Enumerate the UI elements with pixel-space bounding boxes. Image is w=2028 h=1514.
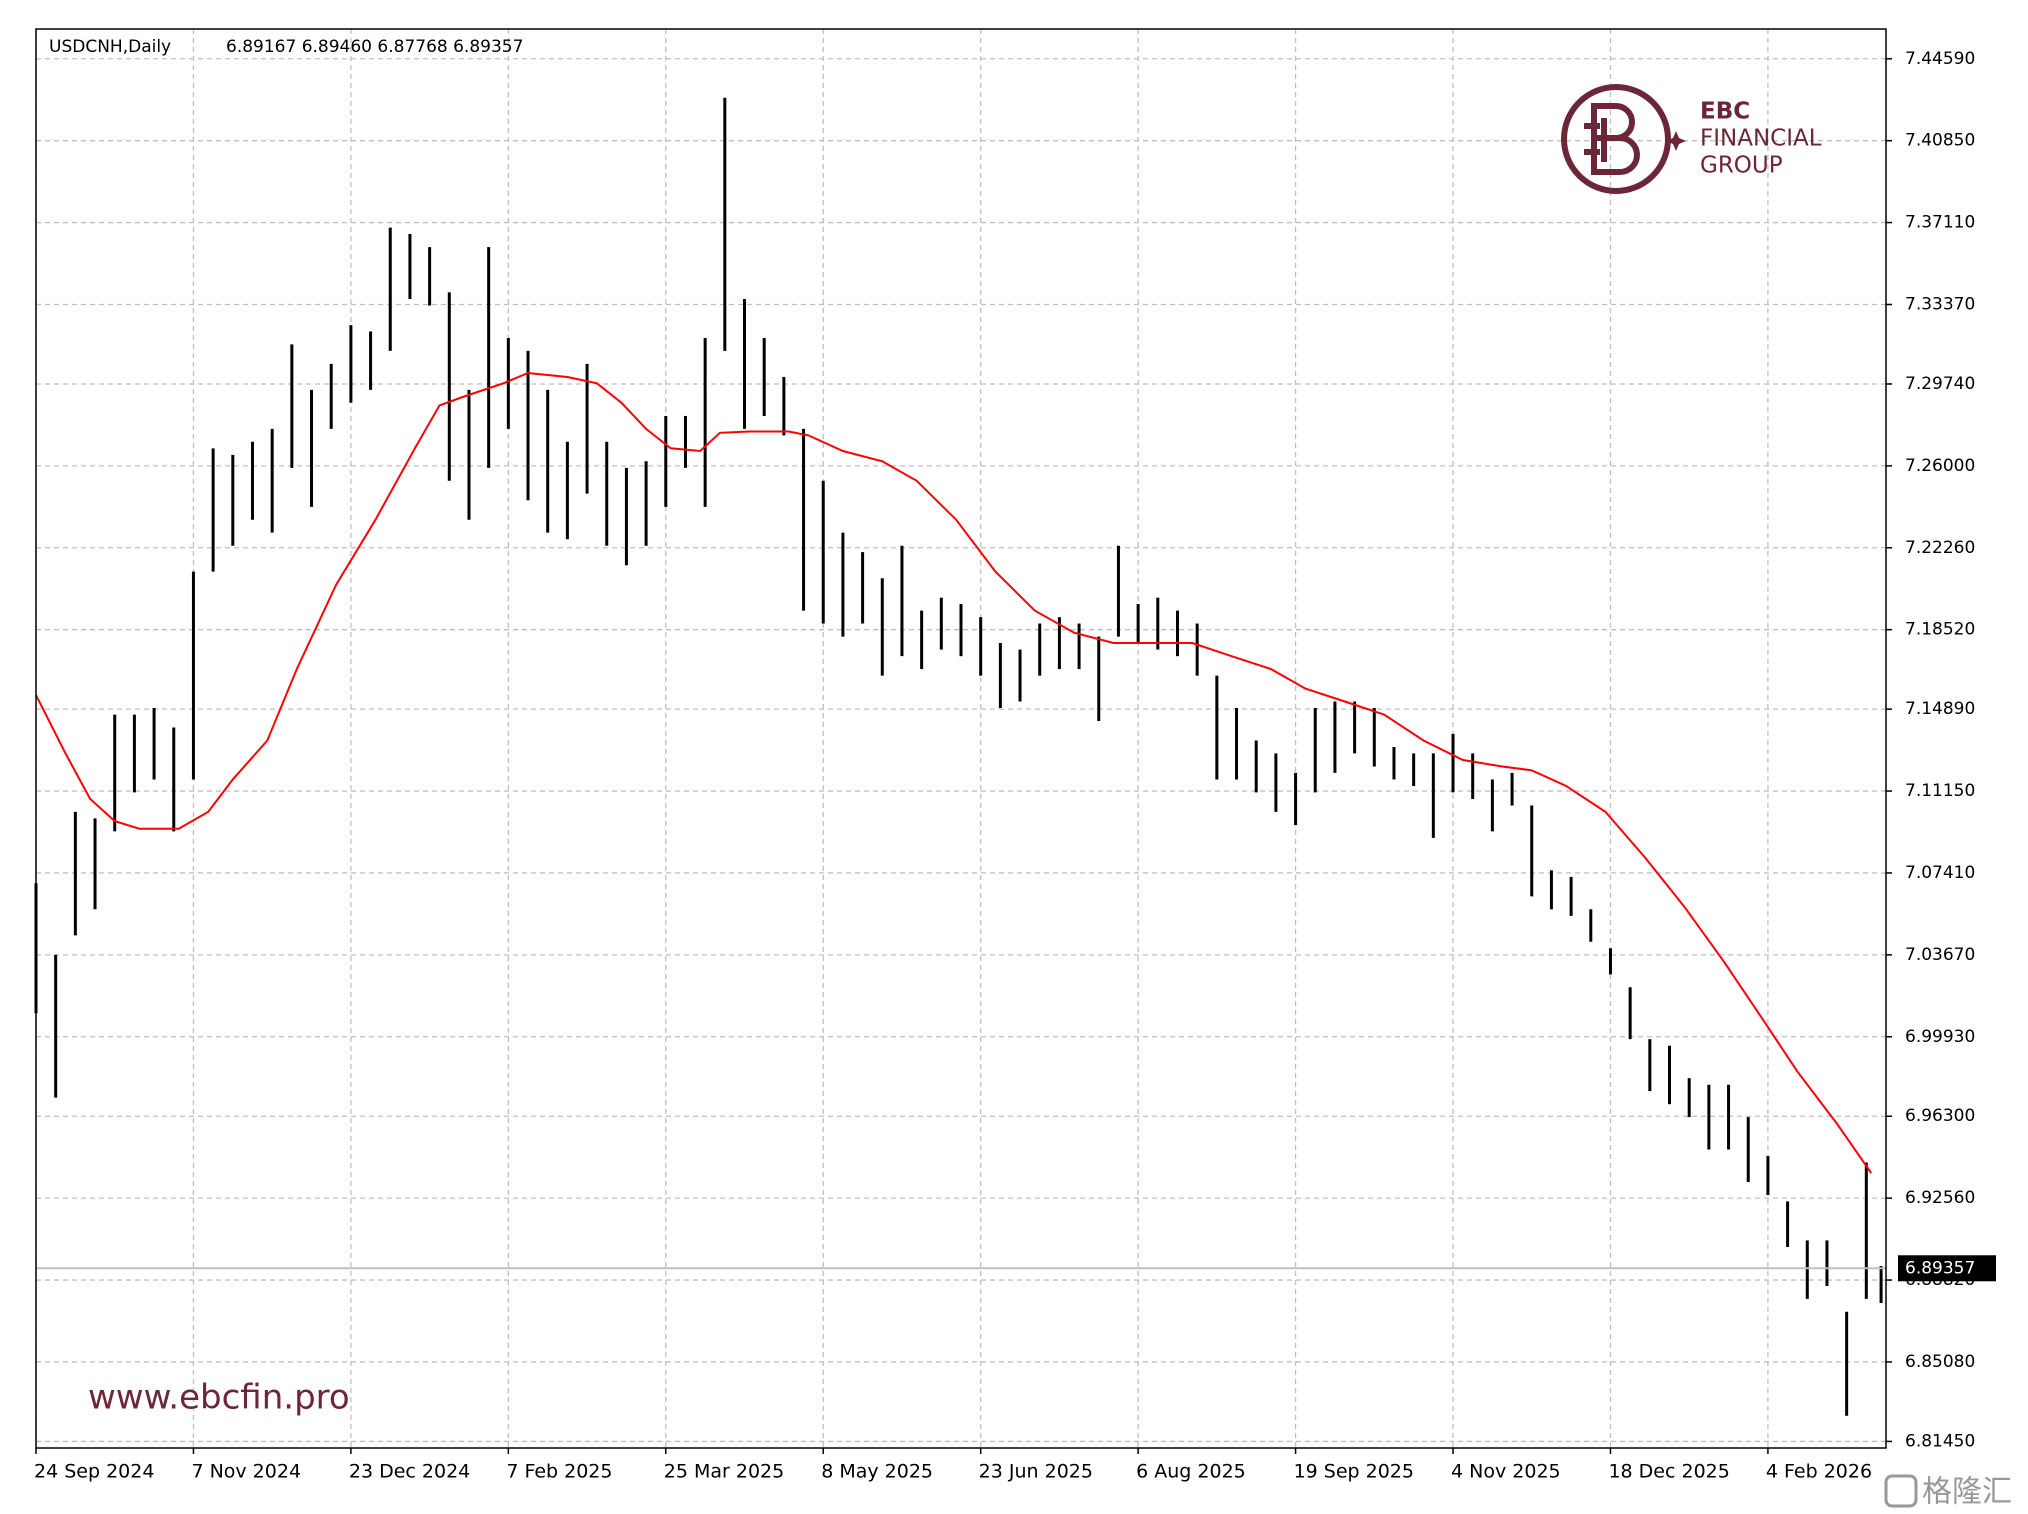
x-tick-label: 7 Nov 2024 [191, 1461, 301, 1483]
data-layer [34, 97, 1886, 1416]
y-tick-label: 7.29740 [1905, 374, 1975, 394]
watermark-text: 格隆汇 [1922, 1475, 2012, 1510]
x-tick-label: 25 Mar 2025 [664, 1461, 784, 1483]
x-tick-label: 4 Nov 2025 [1451, 1461, 1561, 1483]
y-tick-label: 7.14890 [1905, 699, 1975, 719]
y-tick-label: 6.92560 [1905, 1188, 1975, 1208]
y-tick-label: 6.85080 [1905, 1352, 1975, 1372]
current-price-box [1898, 1255, 1996, 1282]
y-tick-label: 6.81450 [1905, 1431, 1975, 1451]
y-tick-label: 7.22260 [1905, 538, 1975, 558]
plot-frame [35, 28, 1887, 1449]
y-tick-label: 7.11150 [1905, 781, 1975, 801]
logo-text: GROUP [1700, 153, 1783, 179]
current-price-label: 6.89357 [1905, 1258, 1975, 1278]
x-tick-label: 24 Sep 2024 [34, 1461, 154, 1483]
y-tick-label: 7.33370 [1905, 294, 1975, 314]
website: www.ebcfin.pro [88, 1378, 350, 1418]
y-tick-label: 7.03670 [1905, 945, 1975, 965]
logo-mark [1584, 103, 1640, 175]
y-tick-label: 7.40850 [1905, 131, 1975, 151]
watermark: 格隆汇 [1884, 1474, 2012, 1510]
logo-text: EBC [1700, 99, 1750, 125]
x-tick-label: 8 May 2025 [821, 1461, 933, 1483]
x-tick-label: 4 Feb 2026 [1766, 1461, 1872, 1483]
x-tick-label: 7 Feb 2025 [506, 1461, 612, 1483]
y-tick-label: 7.07410 [1905, 863, 1975, 883]
x-tick-label: 6 Aug 2025 [1136, 1461, 1246, 1483]
logo: EBC FINANCIAL GROUP [1561, 84, 1822, 194]
logo-star [1666, 131, 1686, 151]
y-tick-label: 7.26000 [1905, 456, 1975, 476]
y-tick-label: 7.37110 [1905, 213, 1975, 233]
watermark-icon [1884, 1474, 1918, 1508]
chart-title: USDCNH,Daily [49, 37, 171, 57]
moving-average [35, 371, 1873, 1174]
x-tick-label: 19 Sep 2025 [1294, 1461, 1414, 1483]
logo-ring [1561, 84, 1671, 194]
x-tick-label: 18 Dec 2025 [1608, 1461, 1729, 1483]
logo-text: FINANCIAL [1700, 126, 1822, 152]
y-tick-label: 6.99930 [1905, 1027, 1975, 1047]
ohlc-header: 6.89167 6.89460 6.87768 6.89357 [226, 37, 523, 57]
y-tick-label: 7.44590 [1905, 49, 1975, 69]
x-tick-label: 23 Jun 2025 [979, 1461, 1093, 1483]
y-tick-label: 6.96300 [1905, 1106, 1975, 1126]
x-tick-label: 23 Dec 2024 [349, 1461, 470, 1483]
y-tick-label: 7.18520 [1905, 620, 1975, 640]
